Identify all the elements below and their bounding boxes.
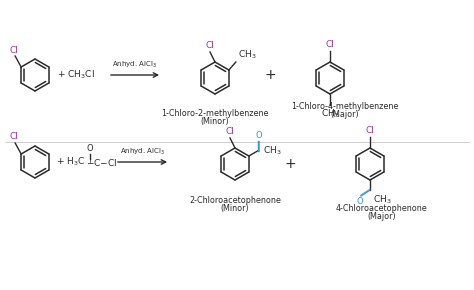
Text: (Major): (Major)	[368, 212, 396, 221]
Text: 2-Chloroacetophenone: 2-Chloroacetophenone	[189, 196, 281, 205]
Text: + CH$_3$Cl: + CH$_3$Cl	[57, 69, 95, 81]
Text: O: O	[357, 197, 363, 206]
Text: Cl: Cl	[326, 40, 335, 49]
Text: +: +	[264, 68, 276, 82]
Text: CH$_3$: CH$_3$	[238, 48, 256, 61]
Text: 4-Chloroacetophenone: 4-Chloroacetophenone	[336, 204, 428, 213]
Text: O: O	[87, 144, 93, 153]
Text: +: +	[284, 157, 296, 171]
Text: (Major): (Major)	[331, 110, 359, 119]
Text: CH$_3$: CH$_3$	[321, 107, 339, 119]
Text: + H$_3$C: + H$_3$C	[56, 156, 85, 168]
Text: Cl: Cl	[365, 126, 374, 135]
Text: Anhyd. AlCl$_3$: Anhyd. AlCl$_3$	[120, 147, 165, 157]
Text: Cl: Cl	[226, 127, 235, 136]
Text: CH$_3$: CH$_3$	[373, 193, 392, 206]
Text: Cl: Cl	[206, 41, 214, 50]
Text: (Minor): (Minor)	[221, 204, 249, 213]
Text: (Minor): (Minor)	[201, 117, 229, 126]
Text: 1-Chloro-4-methylbenzene: 1-Chloro-4-methylbenzene	[292, 102, 399, 111]
Text: Cl: Cl	[9, 46, 18, 55]
Text: 1-Chloro-2-methylbenzene: 1-Chloro-2-methylbenzene	[161, 109, 269, 118]
Text: $-$C$-$Cl: $-$C$-$Cl	[86, 157, 118, 168]
Text: Cl: Cl	[9, 132, 18, 141]
Text: O: O	[255, 130, 262, 139]
Text: CH$_3$: CH$_3$	[264, 144, 282, 157]
Text: Anhyd. AlCl$_3$: Anhyd. AlCl$_3$	[112, 60, 157, 70]
